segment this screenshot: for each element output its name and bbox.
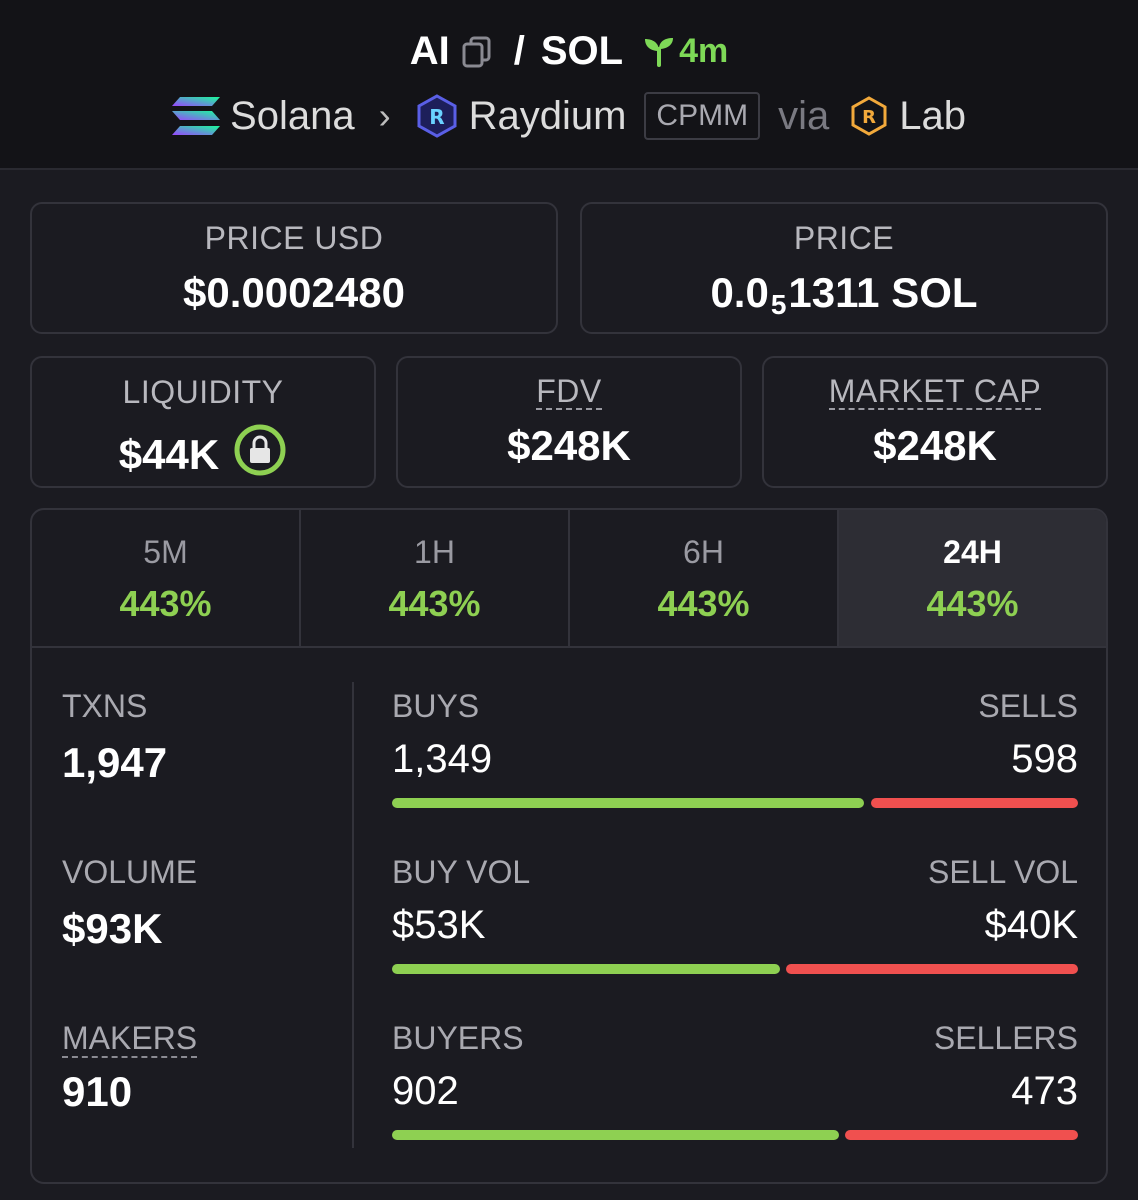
timeframe-tabs: 5M 443% 1H 443% 6H 443% 24H 443%	[32, 510, 1106, 648]
sells-label: SELLS	[978, 688, 1078, 724]
price-native-value: 0.0 5 1311 SOL	[582, 269, 1106, 320]
pair-source: Solana › R Raydium CPMM via R Lab	[0, 88, 1138, 144]
chain-name[interactable]: Solana	[230, 93, 355, 138]
volume-ratio-bar	[392, 964, 1078, 974]
buy-vol-value: $53K	[392, 903, 486, 947]
pair-title: AI / SOL 4m	[0, 24, 1138, 78]
price-native-zero-count: 5	[770, 289, 787, 320]
svg-text:R: R	[862, 107, 876, 128]
volume-metric: VOLUME $93K	[62, 854, 197, 953]
sell-segment	[786, 964, 1078, 974]
liquidity-label: LIQUIDITY	[122, 374, 284, 410]
sells-value: 598	[1011, 737, 1078, 781]
solana-logo	[172, 97, 221, 135]
buyers-sellers-block: BUYERS SELLERS 902 473	[392, 1020, 1078, 1140]
txns-label: TXNS	[62, 688, 148, 724]
dex-name[interactable]: Raydium	[468, 93, 627, 138]
buy-segment	[392, 1130, 839, 1140]
buy-vol-label: BUY VOL	[392, 854, 531, 890]
tab-label: 24H	[943, 534, 1002, 570]
price-usd-card: PRICE USD $0.0002480	[30, 202, 558, 334]
tab-price-change: 443%	[926, 583, 1019, 624]
fdv-card: FDV $248K	[396, 356, 742, 488]
sprout-icon	[645, 38, 674, 67]
price-usd-value: $0.0002480	[183, 269, 405, 316]
buy-segment	[392, 798, 864, 808]
liquidity-value-row: $44K	[32, 423, 374, 487]
copy-icon[interactable]	[460, 34, 494, 68]
price-native-label: PRICE	[793, 220, 895, 256]
column-divider	[352, 682, 354, 1148]
pair-separator: /	[513, 28, 525, 73]
market-cap-label[interactable]: MARKET CAP	[828, 373, 1042, 410]
price-native-prefix: 0.0	[710, 269, 769, 316]
price-usd-label: PRICE USD	[204, 220, 384, 256]
tab-1h[interactable]: 1H 443%	[301, 510, 570, 646]
tab-6h[interactable]: 6H 443%	[570, 510, 839, 646]
makers-label[interactable]: MAKERS	[62, 1020, 198, 1058]
svg-text:R: R	[429, 105, 444, 129]
buyers-sellers-ratio-bar	[392, 1130, 1078, 1140]
chevron-right-icon: ›	[378, 95, 391, 136]
market-cap-card: MARKET CAP $248K	[762, 356, 1108, 488]
tab-24h[interactable]: 24H 443%	[839, 510, 1106, 646]
buys-label: BUYS	[392, 688, 480, 724]
tab-label: 5M	[143, 534, 188, 570]
tab-price-change: 443%	[657, 583, 750, 624]
sell-segment	[870, 798, 1078, 808]
sellers-value: 473	[1011, 1069, 1078, 1113]
raydium-logo: R	[417, 94, 457, 138]
volume-label: VOLUME	[62, 854, 198, 890]
sellers-label: SELLERS	[933, 1020, 1078, 1056]
via-label: via	[778, 93, 830, 138]
buyers-label: BUYERS	[392, 1020, 524, 1056]
pool-type-badge: CPMM	[644, 92, 761, 140]
volume-value: $93K	[62, 905, 163, 952]
makers-metric: MAKERS 910	[62, 1020, 198, 1116]
pair-age: 4m	[643, 32, 728, 71]
quote-token-symbol: SOL	[540, 28, 624, 73]
tab-5m[interactable]: 5M 443%	[32, 510, 301, 646]
buys-sells-block: BUYS SELLS 1,349 598	[392, 688, 1078, 808]
fdv-value: $248K	[507, 422, 631, 469]
sell-segment	[845, 1130, 1078, 1140]
pair-header: AI / SOL 4m	[0, 0, 1138, 170]
lab-logo: R	[851, 96, 887, 136]
tab-price-change: 443%	[119, 583, 212, 624]
fdv-label[interactable]: FDV	[536, 373, 602, 410]
makers-value: 910	[62, 1068, 133, 1115]
lock-icon[interactable]	[233, 423, 287, 487]
buys-sells-ratio-bar	[392, 798, 1078, 808]
price-native-card: PRICE 0.0 5 1311 SOL	[580, 202, 1108, 334]
volume-split-block: BUY VOL SELL VOL $53K $40K	[392, 854, 1078, 974]
stats-panel: 5M 443% 1H 443% 6H 443% 24H 443% TXNS 1,…	[30, 508, 1108, 1184]
sell-vol-value: $40K	[984, 903, 1078, 947]
sell-vol-label: SELL VOL	[927, 854, 1078, 890]
tab-price-change: 443%	[388, 583, 481, 624]
buys-value: 1,349	[392, 737, 493, 781]
market-cap-value: $248K	[873, 422, 997, 469]
price-native-suffix: 1311 SOL	[788, 269, 978, 316]
base-token-symbol[interactable]: AI	[409, 28, 450, 73]
launchpad-name[interactable]: Lab	[899, 93, 966, 138]
buy-segment	[392, 964, 780, 974]
pair-age-value: 4m	[679, 31, 729, 70]
txns-value: 1,947	[62, 739, 168, 786]
buyers-value: 902	[392, 1069, 459, 1113]
liquidity-card: LIQUIDITY $44K	[30, 356, 376, 488]
liquidity-value: $44K	[118, 431, 220, 478]
tab-label: 6H	[683, 534, 724, 570]
txns-metric: TXNS 1,947	[62, 688, 167, 787]
tab-label: 1H	[414, 534, 455, 570]
